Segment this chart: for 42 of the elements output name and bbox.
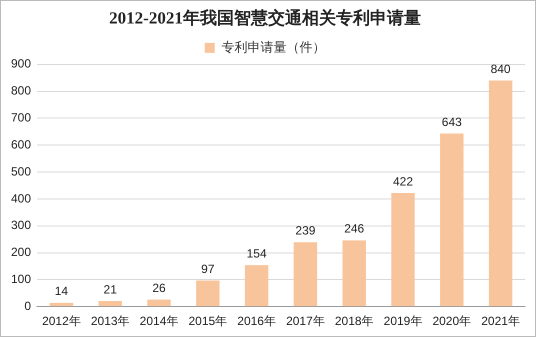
x-tick-label: 2013年 — [90, 314, 130, 328]
data-label: 26 — [152, 280, 166, 295]
y-tick-label: 700 — [10, 110, 32, 125]
bar — [50, 302, 74, 306]
data-label: 97 — [201, 262, 215, 276]
bar — [244, 265, 268, 306]
bar — [196, 280, 220, 306]
x-tick-label: 2020年 — [432, 314, 472, 328]
bar — [440, 134, 464, 306]
data-label: 422 — [392, 174, 414, 188]
y-tick-label: 800 — [10, 84, 32, 98]
legend-label: 专利申请量（件） — [221, 39, 326, 54]
data-label: 643 — [442, 114, 462, 129]
data-label: 14 — [54, 284, 68, 298]
chart-title: 2012-2021年我国智慧交通相关专利申请量 — [109, 8, 421, 28]
x-tick-label: 2021年 — [481, 314, 520, 328]
bar — [294, 242, 318, 306]
data-label: 840 — [490, 62, 511, 76]
bar — [391, 193, 415, 306]
y-tick-label: 300 — [10, 218, 32, 232]
bar — [147, 300, 171, 306]
y-tick-label: 200 — [10, 245, 32, 260]
data-label: 239 — [295, 224, 316, 238]
y-tick-label: 0 — [24, 298, 32, 313]
x-tick-label: 2016年 — [237, 314, 276, 328]
x-tick-label: 2015年 — [188, 314, 228, 328]
y-tick-label: 400 — [10, 191, 32, 206]
bar — [342, 240, 366, 306]
data-label: 21 — [104, 282, 118, 296]
y-tick-label: 500 — [10, 164, 32, 178]
x-tick-label: 2014年 — [140, 314, 178, 328]
y-tick-label: 600 — [10, 137, 32, 152]
x-tick-label: 2012年 — [42, 314, 81, 328]
y-tick-label: 900 — [10, 56, 32, 71]
y-tick-label: 100 — [10, 272, 32, 286]
x-tick-label: 2018年 — [334, 314, 374, 328]
bar — [98, 300, 122, 306]
x-tick-label: 2017年 — [286, 314, 325, 328]
data-label: 154 — [246, 246, 267, 260]
data-label: 246 — [344, 222, 365, 236]
bar — [488, 80, 512, 306]
x-tick-label: 2019年 — [384, 314, 422, 328]
